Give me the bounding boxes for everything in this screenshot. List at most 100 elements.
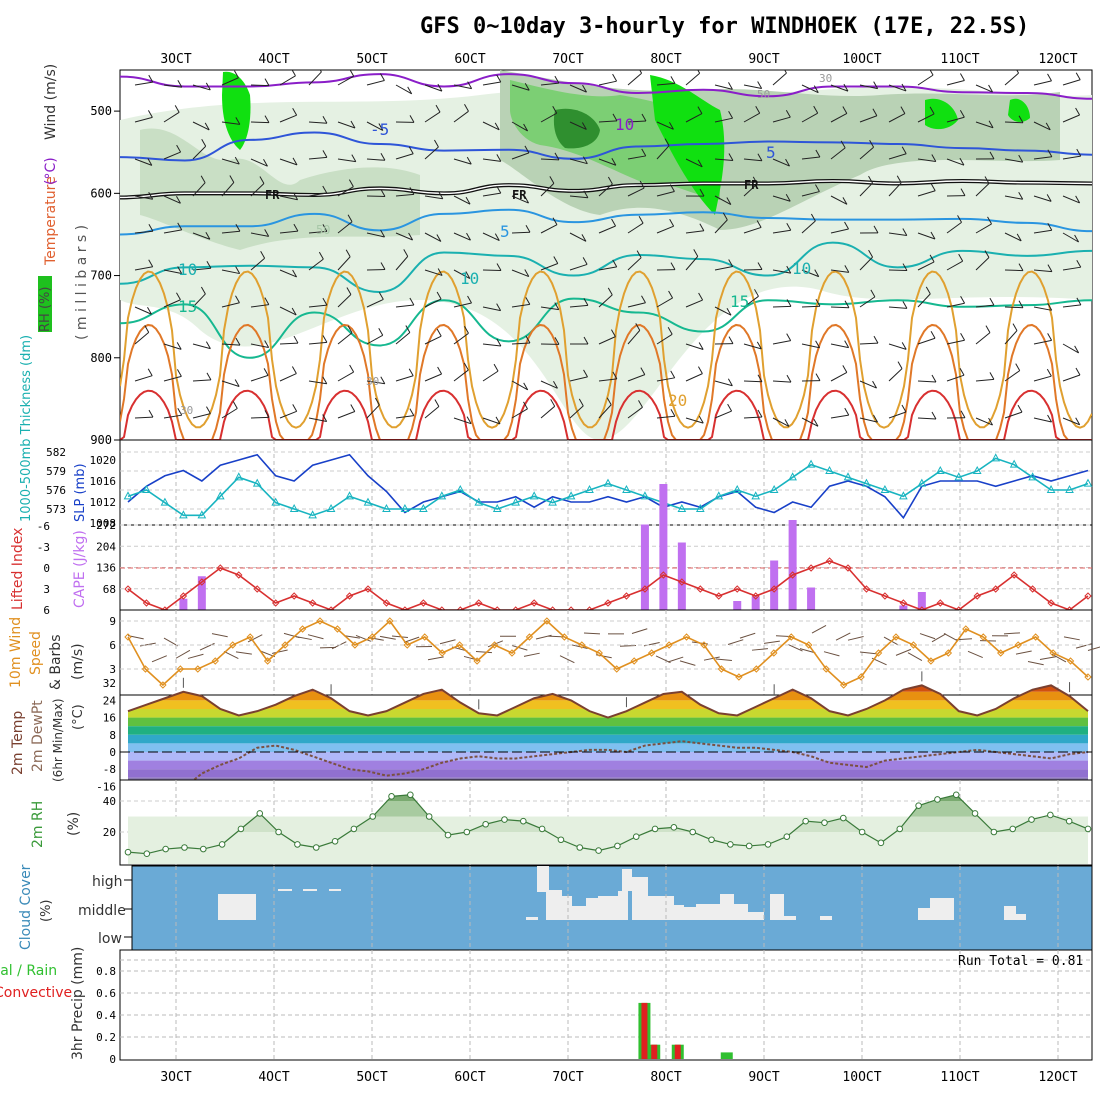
rh-point [745,842,753,850]
wind-barb [424,232,442,242]
wind-barb-feather [1047,333,1053,341]
wind-barb-feather [815,373,821,381]
y-tick-label: 900 [90,433,112,447]
wind-barb [366,80,385,86]
wind-barb [453,369,469,382]
wind-barb [192,145,207,160]
wind-barb [250,257,265,271]
wind-barb-feather [931,154,937,162]
wind-barb [743,380,763,383]
wind-barb-feather [1046,194,1052,202]
wind-barb [598,80,617,86]
wind-barb-feather [466,416,472,424]
wind-barb-feather [177,80,183,88]
wind-barb [830,371,848,382]
wind-barb-feather [669,218,675,227]
wind-barb-feather [322,224,328,232]
wind-speed-point [421,633,429,641]
wind-barb-feather [844,340,850,348]
rh-point [218,841,226,848]
wind-barb [221,269,240,275]
wind-barb [743,112,760,123]
wind-barb [943,632,959,642]
wind-barb [1015,650,1032,655]
wind-barb [888,411,907,419]
run-total: Run Total = 0.81 [958,954,1083,969]
wind-barb-feather [259,176,265,184]
wind-barb [250,374,269,382]
thickness-point [769,484,779,493]
wind-barb [391,635,408,639]
wind-barb [907,652,923,661]
wind-barb-feather [929,254,935,263]
wind-barb [366,121,384,131]
precip-convective-label: Convective [0,985,72,1001]
wind-barb [540,306,559,311]
wind-barb-feather [494,233,500,241]
wind-barb-feather [346,287,352,295]
wind-barb [1004,158,1023,163]
cloud-block [572,906,586,920]
wind-barb [482,232,500,242]
wind-barb-feather [930,183,936,192]
slp-line [127,453,1089,520]
wind-barb [727,639,744,645]
wind-barb [366,158,385,161]
lifted-index-point [475,599,483,607]
wind-barb [830,306,850,309]
cape-bar [197,576,206,610]
wind-barb-feather [293,335,299,344]
wind-barb [366,298,384,308]
wind-barb-feather [583,336,589,345]
wind-barb [279,230,298,234]
wind-barb-feather [494,122,500,131]
wind-barb-feather [496,263,502,271]
rh-point [294,841,301,848]
wind-speed-point [717,665,726,673]
rh-point [877,839,885,847]
cloud-block [648,896,660,920]
wind-barb-feather [496,154,502,162]
wind-barb [192,293,206,308]
wind-barb [1062,374,1081,382]
thickness-point [917,478,927,487]
thickness-point [419,503,428,512]
wind-speed-point [124,633,132,641]
temp-band [128,769,1088,778]
wind-barb [1062,195,1080,204]
rh-legend-swatch [38,276,52,332]
rh-core-2 [222,71,251,150]
rh-point [595,847,602,854]
wind-barb-feather [583,298,589,306]
wind-barb [250,343,269,348]
wind-barb-feather [784,70,787,74]
wind-barb [453,195,471,205]
wind-barb [751,648,768,651]
wind-speed-point [630,657,638,665]
thickness-point [954,472,964,481]
cape-label: CAPE (J/kg) [72,530,88,608]
wind-barb-feather [351,154,357,162]
wind-barb-feather [844,265,850,273]
y-tick-label: 24 [103,694,117,707]
lifted-index-point [530,599,538,607]
thickness-point [363,497,373,506]
wind-barb-feather [466,232,471,241]
wind-barb-feather [177,266,183,274]
thickness-point [215,491,225,500]
wind-speed-point [700,641,708,649]
lifted-index-point [659,571,668,579]
wind-speed-point [543,617,551,625]
wind-barb [511,342,531,345]
y-tick-label: 1008 [90,517,117,530]
wind-speed-point [368,633,377,641]
wind-barb [598,183,613,197]
thickness-point [640,491,650,500]
wind-barb-feather [873,225,879,234]
wind-barb-feather [205,232,211,240]
wind-barb [379,635,396,640]
wind-10m-panel: 9 6 3 10m Wind Speed & Barbs (m/s) [8,609,1100,696]
wind-speed-point [874,649,883,657]
wind-barb [395,375,414,382]
wind-barb [917,261,935,271]
